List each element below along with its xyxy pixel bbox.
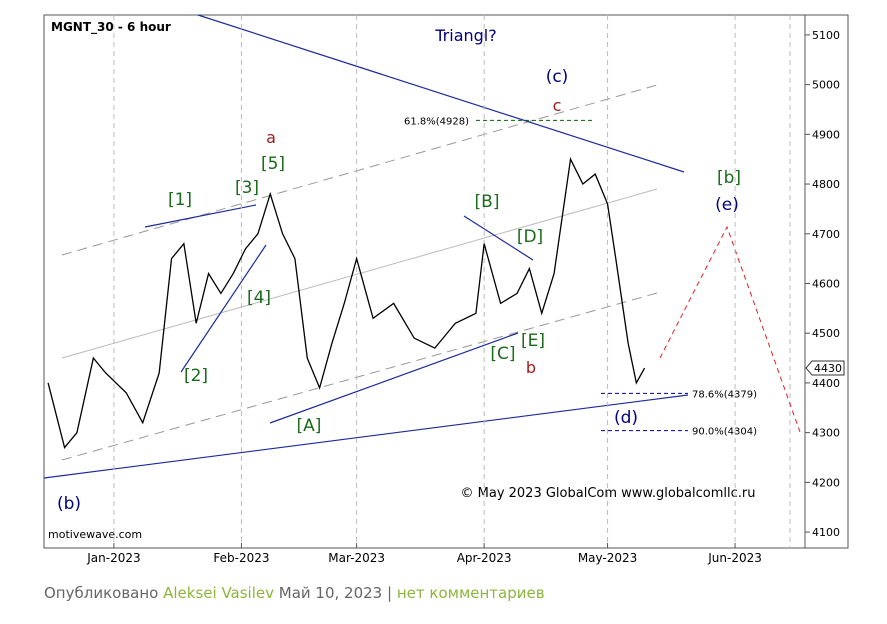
watermark: motivewave.com (48, 528, 142, 541)
wave-label: [2] (184, 366, 208, 386)
wave-label: (e) (715, 195, 739, 215)
fib-label: 90.0%(4304) (692, 427, 757, 438)
published: Опубликовано (44, 584, 159, 602)
y-tick-label: 5000 (812, 79, 840, 92)
x-tick-label: Feb-2023 (213, 551, 269, 565)
wave-label: a (266, 128, 276, 147)
x-tick-label: Jan-2023 (86, 551, 140, 565)
wave-label: [D] (517, 227, 543, 247)
x-tick-label: May-2023 (578, 551, 637, 565)
y-tick-label: 4300 (812, 427, 840, 440)
comments[interactable]: нет комментариев (396, 584, 545, 602)
wave-label: [A] (297, 416, 322, 436)
author[interactable]: Aleksei Vasilev (163, 584, 274, 602)
channel-mid (61, 188, 658, 359)
x-tick-label: Mar-2023 (328, 551, 385, 565)
chart-subtitle: Triangl? (434, 26, 496, 45)
wave-label: [3] (235, 178, 259, 198)
wave-label: c (553, 96, 562, 115)
wave-label: [C] (490, 344, 515, 364)
chart: MGNT_30 - 6 hour Triangl? © May 2023 Glo… (43, 14, 849, 565)
y-tick-label: 4700 (812, 228, 840, 241)
date: Май 10, 2023 (278, 584, 383, 602)
wave-label: [1] (168, 190, 192, 210)
projection (659, 225, 801, 433)
x-tick-label: Jun-2023 (707, 551, 762, 565)
last-price-box (805, 360, 845, 376)
y-tick-label: 5100 (812, 29, 840, 42)
wave-label: [E] (521, 331, 545, 351)
wave-label: b (526, 358, 536, 377)
frame (43, 14, 849, 549)
x-tick-label: Apr-2023 (457, 551, 512, 565)
wave-label: [4] (247, 288, 271, 308)
separator: | (387, 584, 393, 602)
wave-label: (c) (546, 67, 569, 87)
y-tick-label: 4600 (812, 277, 840, 290)
chart-title: MGNT_30 - 6 hour (51, 20, 171, 35)
trend-lines (43, 14, 689, 479)
wave-label: [b] (717, 168, 741, 188)
y-tick-label: 4400 (812, 377, 840, 390)
y-tick-label: 4500 (812, 327, 840, 340)
last-price: 4430 (814, 362, 842, 375)
y-tick-label: 4900 (812, 128, 840, 141)
y-tick-label: 4800 (812, 178, 840, 191)
wave-label: [5] (261, 154, 285, 174)
price-line (47, 157, 646, 449)
fib-label: 61.8%(4928) (404, 116, 469, 127)
footer: Опубликовано Aleksei Vasilev Май 10, 202… (44, 584, 545, 602)
channel (61, 84, 658, 461)
wave-label: (b) (57, 494, 81, 514)
wave-label: (d) (614, 408, 638, 428)
fib-label: 78.6%(4379) (692, 389, 757, 400)
y-tick-label: 4100 (812, 526, 840, 539)
y-tick-label: 4200 (812, 476, 840, 489)
wave-label: [B] (475, 192, 500, 212)
